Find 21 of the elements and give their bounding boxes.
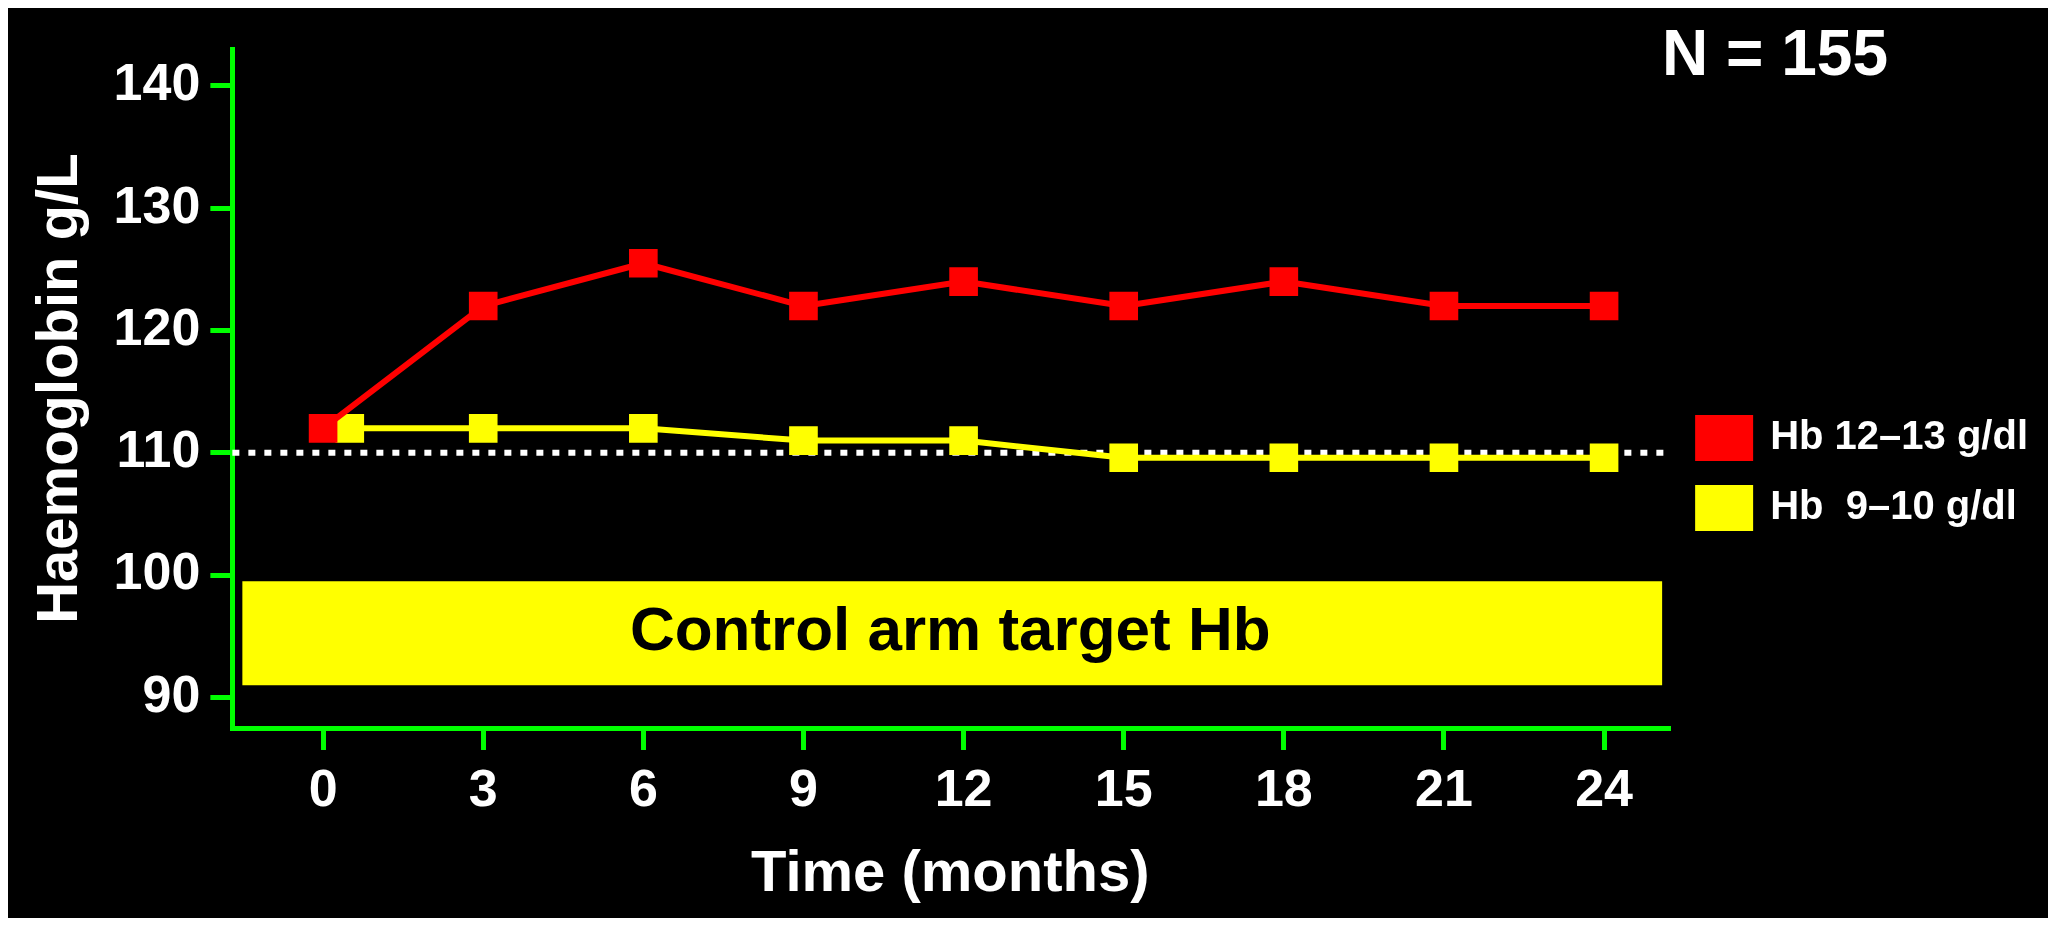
x-tick-label: 6 (628, 758, 658, 817)
band-label: Control arm target Hb (629, 594, 1271, 664)
x-axis-title: Time (months) (750, 838, 1150, 904)
x-tick-label: 15 (1094, 758, 1153, 817)
x-tick-label: 12 (934, 758, 993, 817)
legend-label: Hb 9–10 g/dl (1770, 483, 2017, 528)
x-tick-label: 21 (1415, 758, 1473, 817)
y-tick-label: 140 (113, 53, 201, 112)
legend-label: Hb 12–13 g/dl (1770, 413, 2028, 458)
annotation: N = 155 (1662, 16, 1888, 90)
y-tick-label: 120 (113, 297, 201, 356)
x-tick-label: 9 (789, 758, 818, 817)
y-tick-label: 110 (116, 420, 201, 479)
x-tick-label: 18 (1254, 758, 1313, 817)
x-tick-label: 0 (308, 758, 338, 817)
y-tick-label: 90 (142, 664, 201, 723)
y-tick-label: 130 (113, 175, 201, 234)
y-tick-label: 100 (113, 542, 201, 601)
y-axis-title: Haemoglobin g/L (23, 153, 89, 624)
x-tick-label: 24 (1575, 758, 1634, 817)
x-tick-label: 3 (468, 758, 498, 817)
